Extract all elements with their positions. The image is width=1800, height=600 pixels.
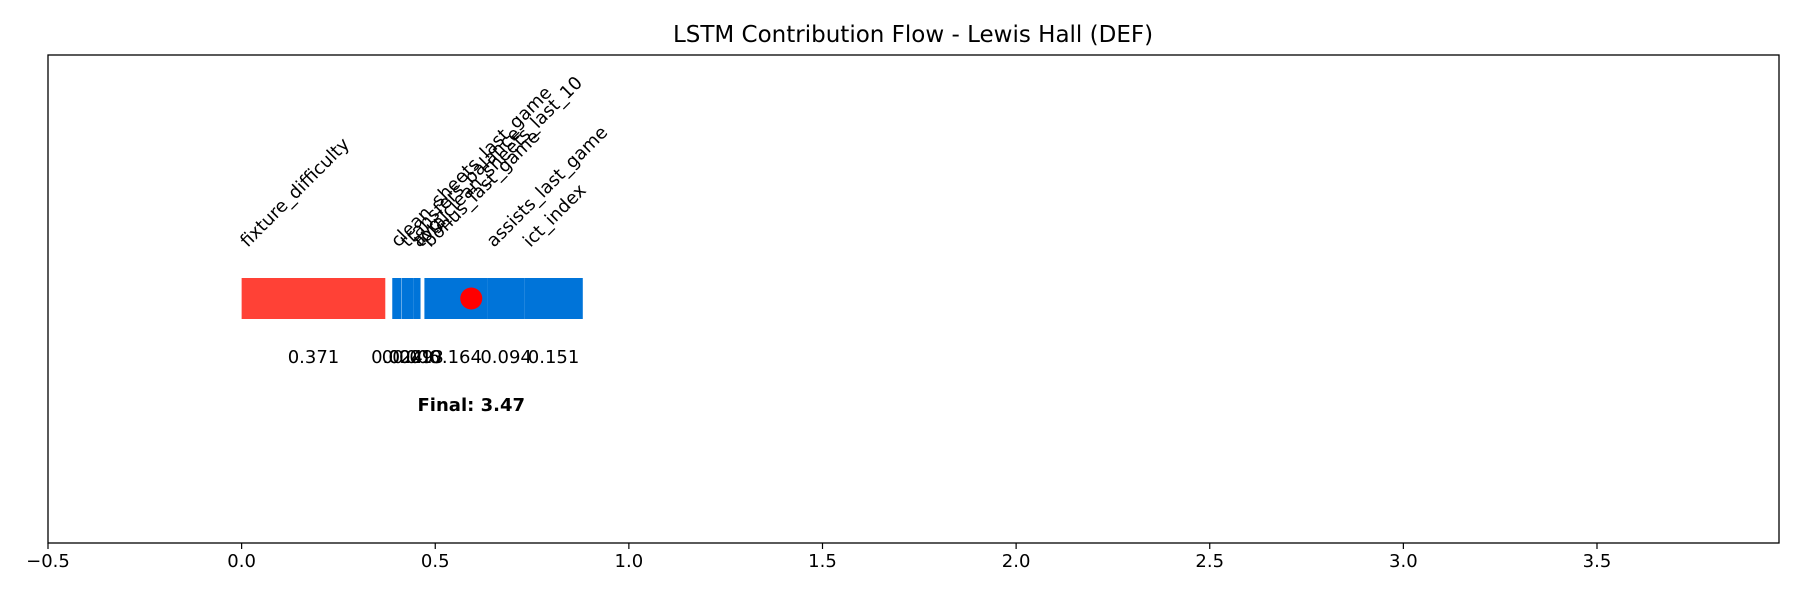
feature-label: fixture_difficulty xyxy=(236,134,354,252)
x-tick-label: 3.5 xyxy=(1583,551,1612,572)
feature-labels: fixture_difficulty clean_sheets_last_game… xyxy=(236,72,612,251)
bar-segment-avg-clean-sheets-last-10 xyxy=(413,278,416,319)
bar-segment-total xyxy=(415,278,421,319)
x-tick-label: 2.0 xyxy=(1002,551,1031,572)
value-label: 0.024 xyxy=(371,347,423,368)
value-label: 0.151 xyxy=(528,347,580,368)
bar-segment-clean-sheets-last-game xyxy=(392,278,402,319)
value-label: 0.094 xyxy=(480,347,532,368)
chart-title: LSTM Contribution Flow - Lewis Hall (DEF… xyxy=(673,22,1153,48)
value-label: 0.013 xyxy=(392,347,444,368)
value-label: 0.164 xyxy=(430,347,482,368)
bar-segment-transfers-balance xyxy=(401,278,414,319)
x-tick-label: 0.0 xyxy=(227,551,256,572)
contribution-bar xyxy=(241,278,583,319)
bar-segment-assists-last-game xyxy=(487,278,525,319)
value-label: 0.371 xyxy=(288,347,340,368)
value-label: 0.006 xyxy=(389,347,441,368)
x-tick-label: 3.0 xyxy=(1389,551,1418,572)
plot-area-frame xyxy=(47,54,1780,544)
x-axis: −0.5 0.0 0.5 1.0 1.5 2.0 2.5 3.0 3.5 xyxy=(26,543,1611,572)
x-tick-label: −0.5 xyxy=(26,551,70,572)
final-marker-dot xyxy=(460,287,483,310)
x-tick-label: 1.5 xyxy=(808,551,837,572)
value-label: 0.029 xyxy=(382,347,434,368)
bar-segment-ict-index xyxy=(524,278,583,319)
x-tick-label: 1.0 xyxy=(615,551,644,572)
bar-segment-fixture-difficulty xyxy=(241,278,386,319)
x-tick-label: 2.5 xyxy=(1195,551,1224,572)
x-tick-label: 0.5 xyxy=(421,551,450,572)
final-value-label: Final: 3.47 xyxy=(418,395,525,416)
